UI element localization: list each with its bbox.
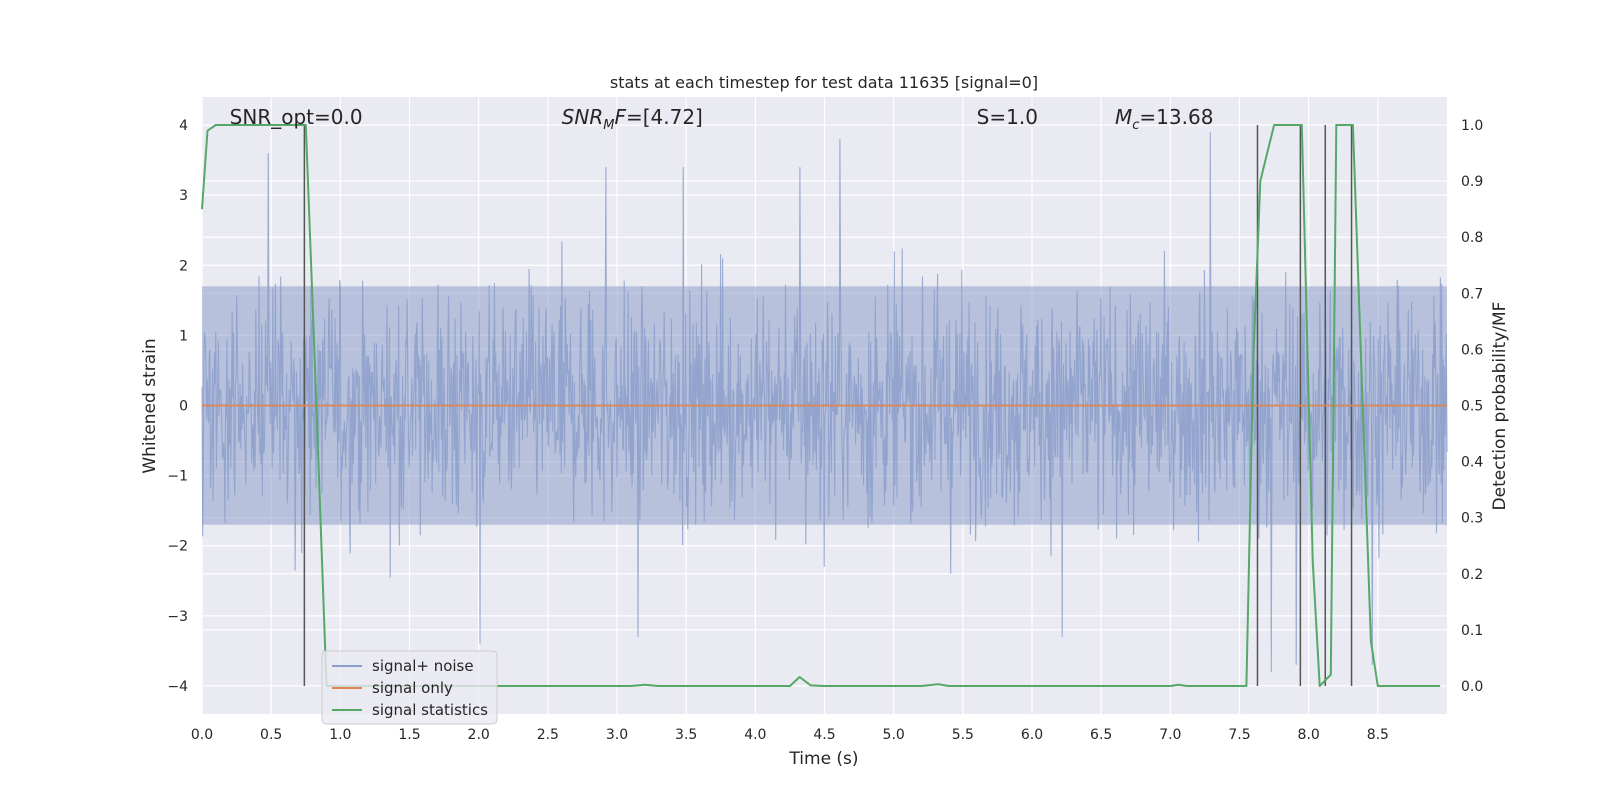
y2-axis-ticks: 1.0 0.9 0.8 0.7 0.6 0.5 0.4 0.3 0.2 0.1 0.0 [1461,118,1483,695]
x-tick-label: 3.0 [606,727,628,743]
annotation-s-stat: S=1.0 [977,105,1038,129]
x-tick-label: 1.5 [398,727,420,743]
legend: signal+ noise signal only signal statistic… [321,650,498,725]
y-axis-ticks: 4 3 2 1 0 −1 −2 −3 −4 [167,118,188,695]
annotation-mc: Mc=13.68 [1115,105,1213,133]
y2-tick-label: 0.3 [1461,511,1483,527]
x-tick-label: 6.5 [1090,727,1112,743]
annotation-snr-mf: SNRMF=[4.72] [562,105,703,133]
y-tick-label: −1 [167,469,188,485]
y-tick-label: 0 [179,399,188,415]
legend-label: signal statistics [372,701,488,719]
x-tick-label: 0.0 [191,727,213,743]
x-tick-label: 1.0 [329,727,351,743]
x-tick-label: 5.0 [883,727,905,743]
x-tick-label: 4.0 [744,727,766,743]
x-tick-label: 7.0 [1159,727,1181,743]
x-tick-label: 7.5 [1228,727,1250,743]
y2-tick-label: 0.5 [1461,399,1483,415]
y-tick-label: 1 [179,328,188,344]
y2-tick-label: 0.1 [1461,623,1483,639]
annotation-snr-opt: SNR_opt=0.0 [230,105,363,129]
x-axis-ticks: 0.0 0.5 1.0 1.5 2.0 2.5 3.0 3.5 4.0 4.5 5.0 5.5 6.0 6… [191,727,1389,743]
legend-box [321,650,498,725]
y-tick-label: 3 [179,188,188,204]
x-axis-label: Time (s) [788,749,858,769]
signal-statistics-line [201,124,1441,687]
y-tick-label: 4 [179,118,188,134]
y2-tick-label: 1.0 [1461,118,1483,134]
y2-axis-label: Detection probability/MF [1490,302,1510,511]
y-tick-label: −2 [167,539,188,555]
y2-tick-label: 0.6 [1461,342,1483,358]
y2-tick-label: 0.4 [1461,455,1483,471]
legend-label: signal only [372,679,453,697]
y2-tick-label: 0.7 [1461,286,1483,302]
annotations: SNR_opt=0.0 SNRMF=[4.72] S=1.0 Mc=13.68 [230,105,1214,133]
x-tick-label: 8.5 [1367,727,1389,743]
legend-label: signal+ noise [372,657,474,675]
x-tick-label: 0.5 [260,727,282,743]
chart-title: stats at each timestep for test data 116… [610,73,1038,92]
x-tick-label: 2.0 [468,727,490,743]
x-tick-label: 8.0 [1298,727,1320,743]
x-tick-label: 3.5 [675,727,697,743]
x-tick-label: 6.0 [1021,727,1043,743]
y2-tick-label: 0.8 [1461,230,1483,246]
y2-tick-label: 0.2 [1461,567,1483,583]
line-series [201,124,1447,687]
x-tick-label: 4.5 [813,727,835,743]
x-tick-label: 2.5 [537,727,559,743]
x-tick-label: 5.5 [952,727,974,743]
y2-tick-label: 0.9 [1461,174,1483,190]
y-axis-label: Whitened strain [140,338,160,473]
y-tick-label: −4 [167,679,188,695]
y-tick-label: 2 [179,258,188,274]
y2-tick-label: 0.0 [1461,679,1483,695]
y-tick-label: −3 [167,609,188,625]
